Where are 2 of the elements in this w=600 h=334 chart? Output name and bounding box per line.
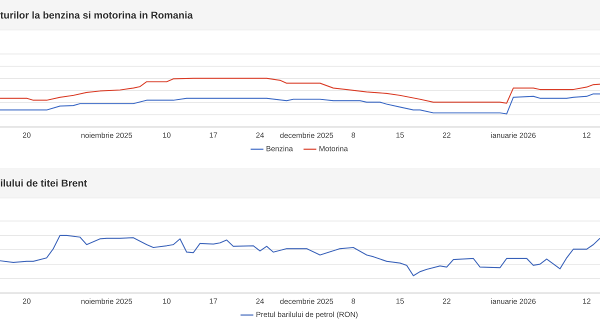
chart-title: turilor la benzina si motorina in Romania bbox=[0, 11, 193, 19]
chart-title: ilului de titei Brent bbox=[0, 179, 87, 187]
